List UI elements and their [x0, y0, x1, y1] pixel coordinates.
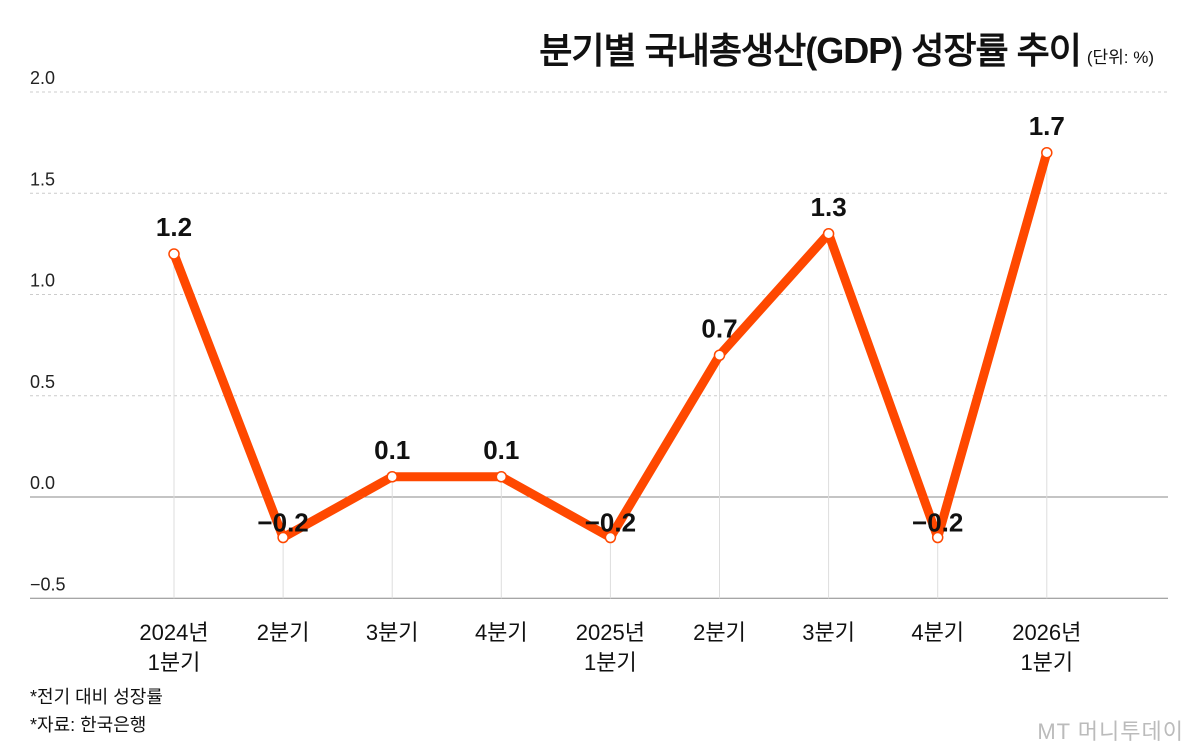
data-point: [1041, 147, 1053, 159]
data-label: 0.1: [374, 435, 410, 465]
data-label: 0.7: [701, 313, 737, 343]
y-tick-label: 1.5: [30, 169, 55, 189]
data-point: [604, 531, 617, 544]
y-tick-label: 1.0: [30, 271, 55, 291]
x-tick-label: 2분기: [693, 620, 746, 645]
data-point: [277, 531, 289, 544]
x-tick-label: 4분기: [911, 620, 964, 645]
chart-title: 분기별 국내총생산(GDP) 성장률 추이 (단위: %): [539, 22, 1154, 74]
note-source: *자료: 한국은행: [30, 715, 147, 735]
data-point: [386, 471, 398, 483]
x-tick-label: 3분기: [366, 620, 419, 645]
x-tick-label: 2024년: [139, 620, 208, 645]
x-tick-label: 1분기: [584, 650, 637, 675]
x-tick-label: 2분기: [257, 620, 310, 645]
data-label: 1.2: [156, 212, 192, 242]
data-point: [713, 349, 726, 361]
x-tick-label: 4분기: [475, 620, 528, 645]
y-tick-label: 0.5: [30, 372, 55, 392]
data-point: [168, 248, 180, 260]
publisher-logo: MT 머니투데이: [1037, 719, 1184, 744]
data-label: 0.1: [483, 435, 519, 465]
x-tick-label: 3분기: [802, 620, 855, 645]
data-label: −0.2: [912, 508, 963, 538]
note-basis: *전기 대비 성장률: [30, 687, 163, 707]
y-tick-label: 2.0: [30, 68, 55, 88]
data-label: 1.7: [1029, 111, 1065, 141]
data-point: [822, 228, 835, 240]
data-label: 1.3: [811, 192, 847, 222]
data-label: −0.2: [257, 508, 308, 538]
x-tick-label: 1분기: [1020, 650, 1073, 675]
data-point: [495, 471, 508, 483]
title-text: 분기별 국내총생산(GDP) 성장률 추이: [539, 30, 1082, 71]
series-line: [169, 148, 1052, 542]
unit-label: (단위: %): [1086, 48, 1154, 67]
x-tick-label: 1분기: [148, 650, 201, 675]
data-label: −0.2: [585, 508, 636, 538]
x-tick-label: 2026년: [1012, 620, 1081, 645]
y-tick-label: 0.0: [30, 473, 55, 493]
x-tick-label: 2025년: [576, 620, 645, 645]
data-point: [931, 531, 944, 544]
y-tick-label: −0.5: [30, 574, 66, 594]
